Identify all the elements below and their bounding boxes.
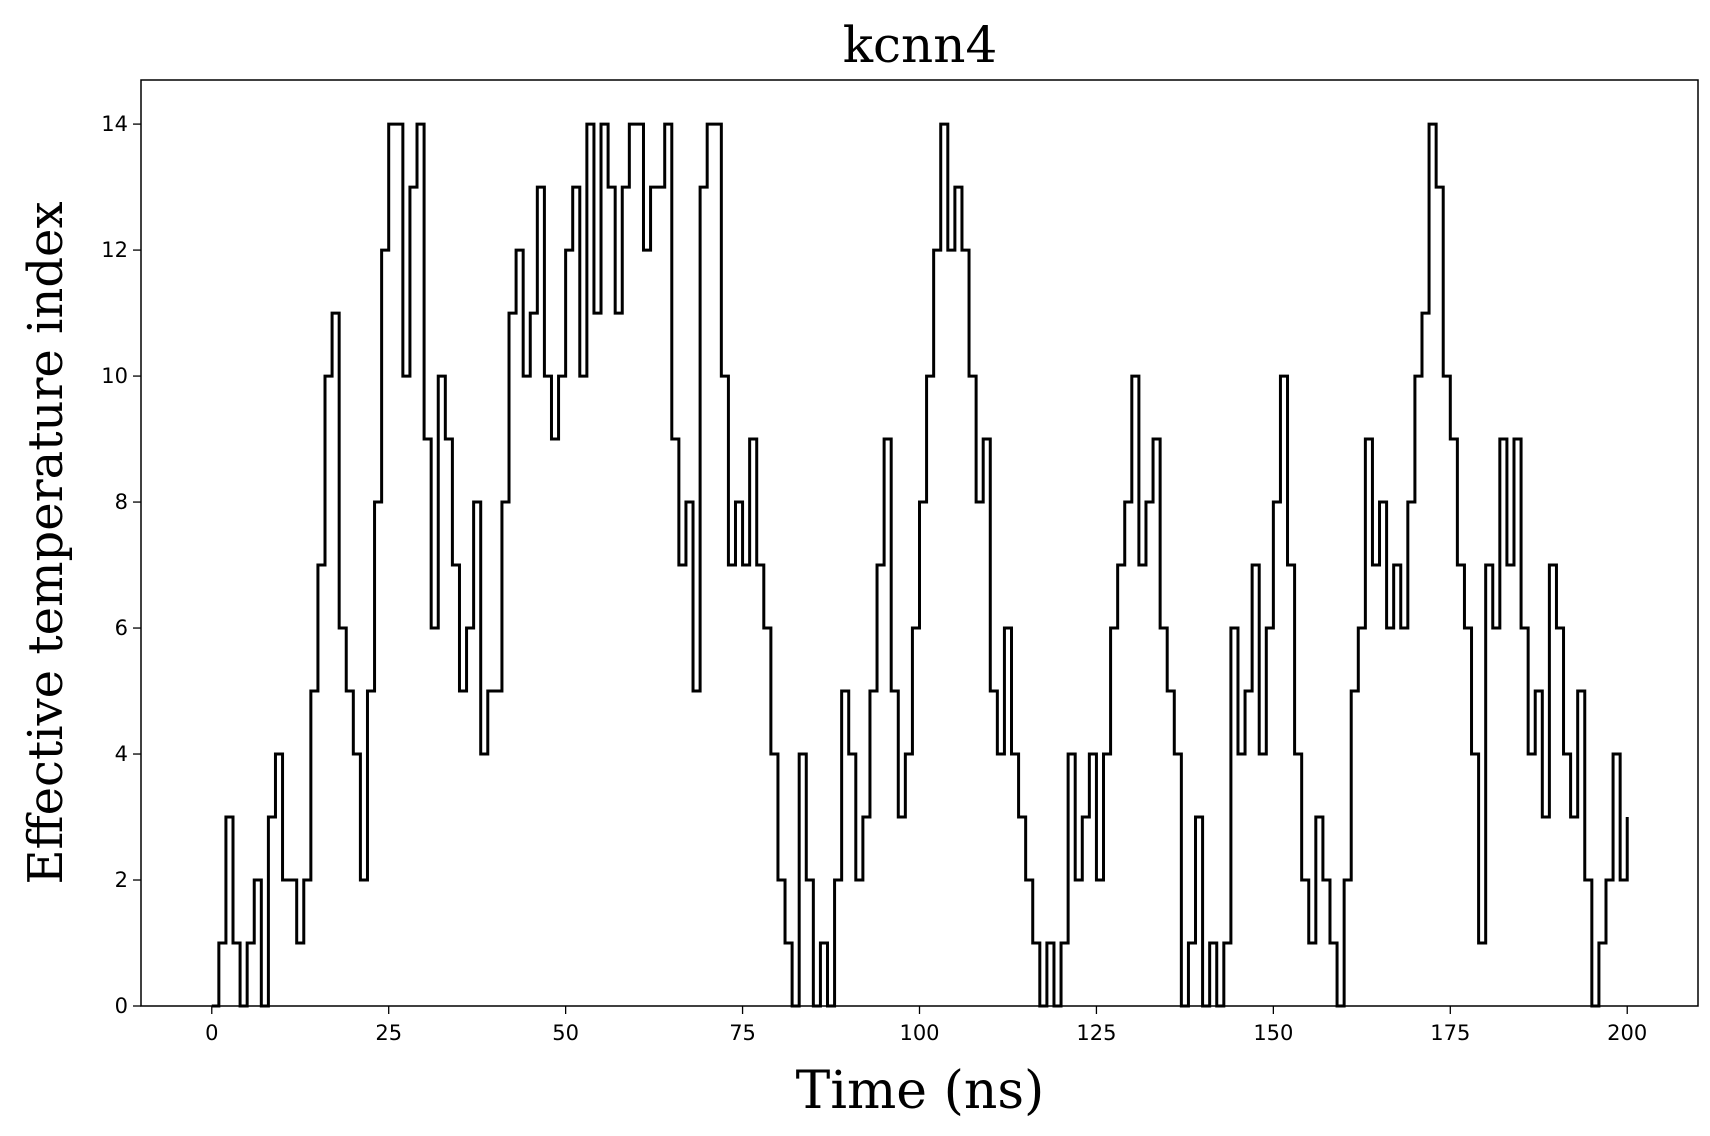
x-tick-label: 125 — [1076, 1021, 1116, 1045]
x-tick-label: 100 — [899, 1021, 939, 1045]
y-tick-label: 12 — [101, 238, 128, 262]
plot-frame — [140, 79, 1699, 1007]
x-tick-label: 25 — [375, 1021, 402, 1045]
x-tick-label: 150 — [1253, 1021, 1293, 1045]
data-line — [211, 122, 1629, 1008]
y-tick-label: 6 — [115, 616, 128, 640]
x-tick-label: 200 — [1607, 1021, 1647, 1045]
y-tick-label: 10 — [101, 364, 128, 388]
x-tick-label: 50 — [552, 1021, 579, 1045]
x-tick-label: 175 — [1430, 1021, 1470, 1045]
x-tick-label: 75 — [729, 1021, 756, 1045]
x-axis-label: Time (ns) — [796, 1061, 1045, 1121]
y-tick-label: 8 — [115, 490, 128, 514]
y-tick-label: 4 — [115, 742, 128, 766]
chart-title: kcnn4 — [843, 16, 998, 74]
x-tick-label: 0 — [205, 1021, 218, 1045]
y-tick-label: 0 — [115, 994, 128, 1018]
y-tick-label: 14 — [101, 112, 128, 136]
y-axis-label: Effective temperature index — [18, 201, 74, 884]
y-tick-label: 2 — [115, 868, 128, 892]
